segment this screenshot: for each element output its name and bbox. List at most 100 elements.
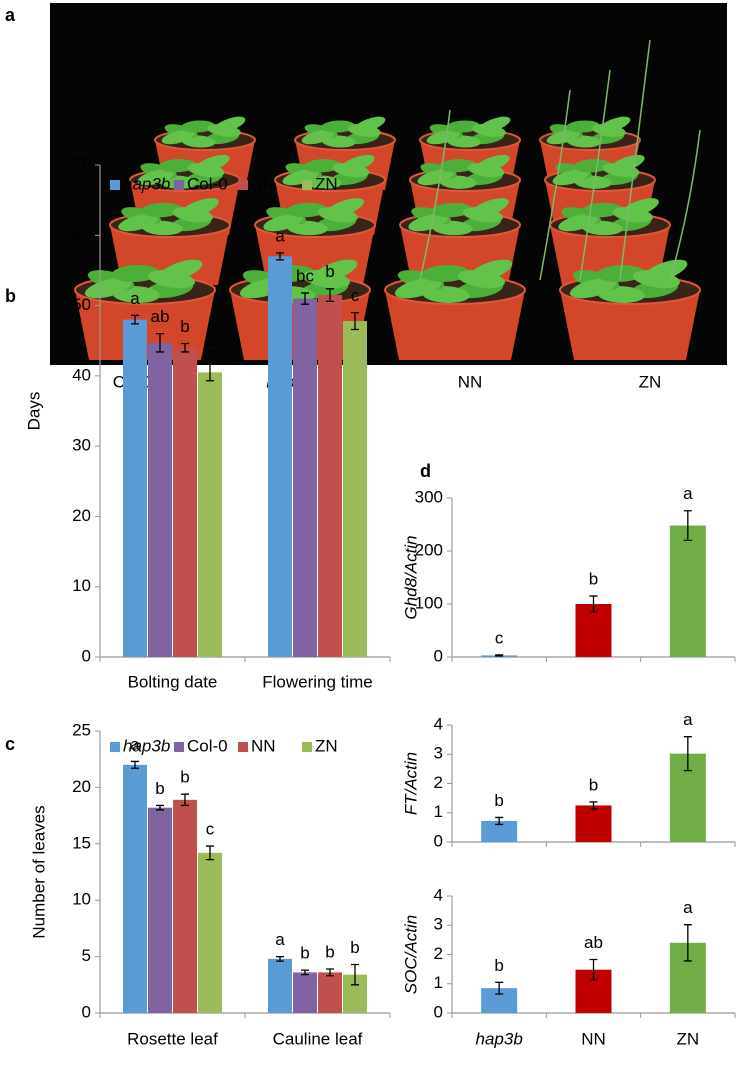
leaf (592, 124, 626, 137)
y-tick-label: 1 (434, 973, 443, 992)
error-bar (683, 924, 692, 962)
significance-letter: b (325, 262, 334, 281)
leaf (282, 169, 319, 186)
stem (419, 109, 451, 281)
error-bar (589, 801, 598, 810)
bar (575, 805, 612, 842)
y-tick-label: 0 (82, 1002, 91, 1021)
significance-letter: b (155, 779, 164, 798)
significance-letter: b (494, 956, 503, 975)
significance-letter: b (180, 768, 189, 787)
error-bar (589, 958, 598, 981)
significance-letter: a (130, 735, 140, 754)
stem (539, 89, 571, 281)
leaf (612, 207, 653, 223)
error-bar (131, 760, 139, 769)
leaf (421, 265, 470, 283)
y-tick-label: 50 (72, 295, 91, 314)
bar (123, 764, 147, 1013)
x-tick-label: Flowering time (262, 672, 373, 691)
y-tick-label: 0 (434, 831, 443, 850)
error-bar (156, 333, 164, 353)
significance-letter: c (351, 286, 360, 305)
leaf (462, 207, 503, 223)
bar (268, 958, 292, 1013)
leaf (431, 202, 473, 218)
leaf (147, 270, 195, 289)
leaf (321, 120, 356, 133)
bar (575, 604, 612, 657)
leaf (552, 169, 589, 186)
leaf (347, 124, 381, 137)
legend-label: NN (251, 736, 276, 755)
bar (173, 799, 197, 1013)
legend-label: ZN (315, 736, 338, 755)
bar (148, 807, 172, 1013)
y-tick-label: 10 (72, 576, 91, 595)
leaf (301, 129, 335, 145)
significance-letter: b (180, 317, 189, 336)
leaf (158, 159, 197, 173)
leaf (569, 278, 617, 299)
y-tick-label: 2 (434, 773, 443, 792)
error-bar (131, 314, 139, 325)
bar (293, 972, 317, 1013)
legend-label: NN (251, 174, 276, 193)
leaf (302, 270, 350, 289)
legend-label: Col-0 (187, 174, 228, 193)
y-tick-label: 60 (72, 225, 91, 244)
leaf (181, 120, 216, 133)
panel-letter: b (5, 286, 16, 306)
significance-letter: a (275, 930, 285, 949)
y-tick-label: 10 (72, 890, 91, 909)
significance-letter: b (589, 570, 598, 589)
photo-content (74, 39, 701, 360)
error-bar (326, 968, 334, 977)
leaf (141, 202, 183, 218)
y-tick-label: 2 (434, 944, 443, 963)
y-axis-label: SOC/Actin (401, 915, 420, 994)
significance-letter: ab (151, 307, 170, 326)
leaf (317, 207, 358, 223)
pot (385, 290, 525, 360)
x-tick-label: ZN (676, 1029, 699, 1048)
leaf (566, 120, 601, 133)
legend-label: hap3b (123, 174, 170, 193)
leaf (263, 214, 304, 232)
leaf (417, 169, 454, 186)
error-bar (181, 793, 189, 807)
leaf (84, 278, 132, 299)
significance-letter: b (300, 944, 309, 963)
y-tick-label: 0 (82, 646, 91, 665)
legend-label: Col-0 (187, 736, 228, 755)
y-axis-label: Ghd8/Actin (401, 535, 420, 619)
significance-letter: c (495, 628, 504, 647)
bar (669, 525, 706, 657)
leaf (187, 163, 225, 178)
y-tick-label: 25 (72, 720, 91, 739)
leaf (137, 169, 174, 186)
bar (198, 852, 222, 1013)
error-bar (495, 816, 504, 826)
bar (481, 820, 518, 842)
y-tick-label: 70 (72, 154, 91, 173)
y-axis-label: FT/Actin (401, 752, 420, 815)
y-tick-label: 4 (434, 885, 443, 904)
pot (560, 290, 700, 360)
legend-swatch (110, 742, 120, 752)
y-tick-label: 300 (415, 487, 443, 506)
panel-letter: c (5, 734, 15, 754)
significance-letter: a (683, 484, 693, 503)
leaf (286, 202, 328, 218)
y-tick-label: 15 (72, 833, 91, 852)
error-bar (495, 981, 504, 995)
error-bar (276, 955, 284, 962)
stem (579, 69, 611, 281)
legend-swatch (238, 742, 248, 752)
leaf (632, 270, 680, 289)
leaf (558, 214, 599, 232)
legend-swatch (302, 742, 312, 752)
bar (293, 298, 317, 657)
significance-letter: b (350, 938, 359, 957)
